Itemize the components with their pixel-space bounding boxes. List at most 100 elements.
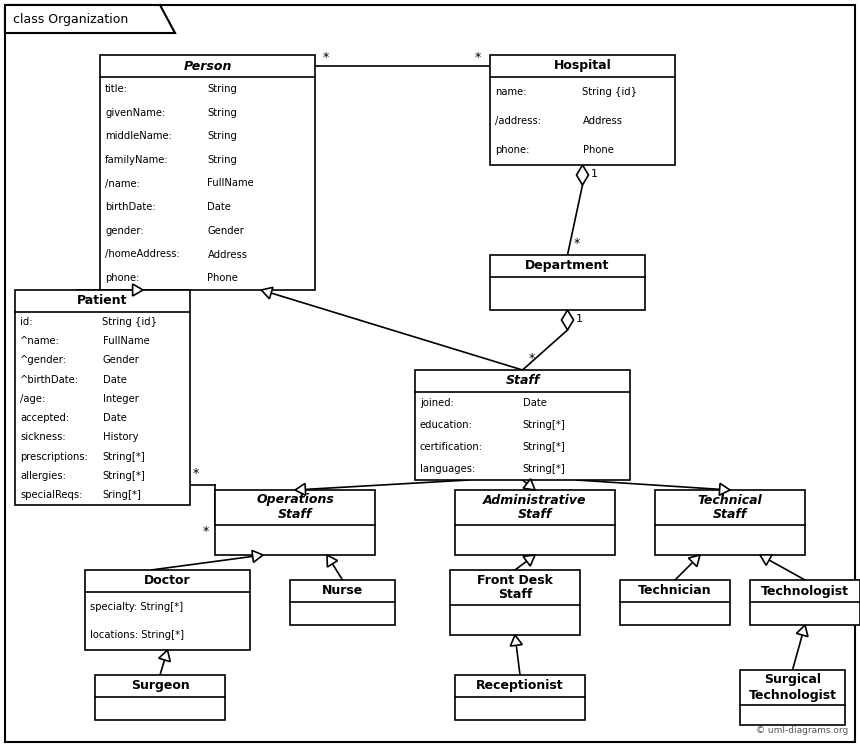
Text: Gender: Gender bbox=[102, 356, 139, 365]
Text: Integer: Integer bbox=[102, 394, 138, 404]
Text: ^birthDate:: ^birthDate: bbox=[20, 374, 79, 385]
Text: givenName:: givenName: bbox=[105, 108, 165, 117]
Text: FullName: FullName bbox=[207, 179, 255, 188]
Text: name:: name: bbox=[495, 87, 526, 96]
Text: Person: Person bbox=[183, 60, 231, 72]
Text: Technologist: Technologist bbox=[761, 584, 849, 598]
Text: accepted:: accepted: bbox=[20, 413, 69, 423]
Polygon shape bbox=[327, 555, 338, 567]
Text: specialty: String[*]: specialty: String[*] bbox=[90, 601, 183, 612]
Bar bbox=[750, 580, 860, 625]
Text: FullName: FullName bbox=[102, 336, 150, 346]
Text: String {id}: String {id} bbox=[102, 317, 157, 326]
Bar bbox=[655, 490, 805, 555]
Text: © uml-diagrams.org: © uml-diagrams.org bbox=[756, 726, 848, 735]
Text: *: * bbox=[323, 51, 329, 64]
Text: String: String bbox=[207, 131, 237, 141]
Text: ^gender:: ^gender: bbox=[20, 356, 67, 365]
Text: Hospital: Hospital bbox=[554, 60, 611, 72]
Text: Phone: Phone bbox=[207, 273, 238, 283]
Bar bbox=[415, 370, 630, 480]
Bar bbox=[95, 675, 225, 720]
Text: String: String bbox=[207, 84, 237, 94]
Text: /name:: /name: bbox=[105, 179, 140, 188]
Bar bbox=[215, 490, 375, 555]
Polygon shape bbox=[562, 310, 574, 330]
Polygon shape bbox=[252, 551, 263, 562]
Text: History: History bbox=[102, 433, 138, 442]
Text: 1: 1 bbox=[591, 169, 598, 179]
Polygon shape bbox=[576, 165, 588, 185]
Text: phone:: phone: bbox=[105, 273, 139, 283]
Text: String[*]: String[*] bbox=[523, 442, 565, 452]
Text: joined:: joined: bbox=[420, 398, 454, 408]
Text: sickness:: sickness: bbox=[20, 433, 65, 442]
Text: String: String bbox=[207, 155, 237, 165]
Bar bbox=[85, 570, 250, 650]
Bar bbox=[100, 55, 315, 290]
Text: phone:: phone: bbox=[495, 146, 530, 155]
Polygon shape bbox=[261, 288, 273, 299]
Polygon shape bbox=[132, 284, 143, 296]
Text: Phone: Phone bbox=[582, 146, 613, 155]
Text: locations: String[*]: locations: String[*] bbox=[90, 630, 184, 640]
Polygon shape bbox=[295, 483, 305, 495]
Text: Date: Date bbox=[207, 202, 231, 212]
Polygon shape bbox=[159, 650, 170, 662]
Text: gender:: gender: bbox=[105, 226, 144, 236]
Text: familyName:: familyName: bbox=[105, 155, 169, 165]
Text: *: * bbox=[193, 467, 200, 480]
Bar bbox=[740, 670, 845, 725]
Text: Front Desk
Staff: Front Desk Staff bbox=[477, 574, 553, 601]
Text: Gender: Gender bbox=[207, 226, 244, 236]
Text: Date: Date bbox=[102, 374, 126, 385]
Text: education:: education: bbox=[420, 420, 473, 430]
Text: 1: 1 bbox=[575, 314, 582, 324]
Polygon shape bbox=[760, 555, 772, 565]
Text: String[*]: String[*] bbox=[102, 471, 145, 481]
Text: allergies:: allergies: bbox=[20, 471, 66, 481]
Bar bbox=[450, 570, 580, 635]
Text: Address: Address bbox=[582, 116, 623, 126]
Text: Date: Date bbox=[523, 398, 546, 408]
Text: Technical
Staff: Technical Staff bbox=[697, 494, 762, 521]
Polygon shape bbox=[510, 635, 522, 646]
Bar bbox=[455, 490, 615, 555]
Text: /age:: /age: bbox=[20, 394, 46, 404]
Polygon shape bbox=[796, 625, 808, 636]
Polygon shape bbox=[523, 479, 535, 490]
Text: *: * bbox=[475, 51, 482, 64]
Text: Operations
Staff: Operations Staff bbox=[256, 494, 334, 521]
Text: prescriptions:: prescriptions: bbox=[20, 452, 88, 462]
Polygon shape bbox=[719, 483, 730, 495]
Text: /address:: /address: bbox=[495, 116, 541, 126]
Text: Date: Date bbox=[102, 413, 126, 423]
Polygon shape bbox=[523, 555, 535, 566]
Bar bbox=[290, 580, 395, 625]
Text: Nurse: Nurse bbox=[322, 584, 363, 598]
Bar bbox=[15, 290, 190, 505]
Text: *: * bbox=[574, 237, 580, 250]
Bar bbox=[455, 675, 585, 720]
Text: *: * bbox=[203, 524, 209, 538]
Text: String[*]: String[*] bbox=[523, 420, 565, 430]
Text: Doctor: Doctor bbox=[144, 574, 191, 587]
Polygon shape bbox=[5, 5, 175, 33]
Text: Technician: Technician bbox=[638, 584, 712, 598]
Bar bbox=[490, 255, 645, 310]
Text: *: * bbox=[529, 352, 535, 365]
Text: middleName:: middleName: bbox=[105, 131, 172, 141]
Bar bbox=[490, 55, 675, 165]
Text: id:: id: bbox=[20, 317, 33, 326]
Text: Patient: Patient bbox=[77, 294, 128, 308]
Text: title:: title: bbox=[105, 84, 128, 94]
Bar bbox=[620, 580, 730, 625]
Text: specialReqs:: specialReqs: bbox=[20, 490, 83, 500]
Text: String: String bbox=[207, 108, 237, 117]
Text: Staff: Staff bbox=[506, 374, 540, 388]
Text: ^name:: ^name: bbox=[20, 336, 60, 346]
Text: String {id}: String {id} bbox=[582, 87, 637, 96]
Text: Sring[*]: Sring[*] bbox=[102, 490, 141, 500]
Text: Department: Department bbox=[525, 259, 610, 273]
Text: /homeAddress:: /homeAddress: bbox=[105, 249, 180, 259]
